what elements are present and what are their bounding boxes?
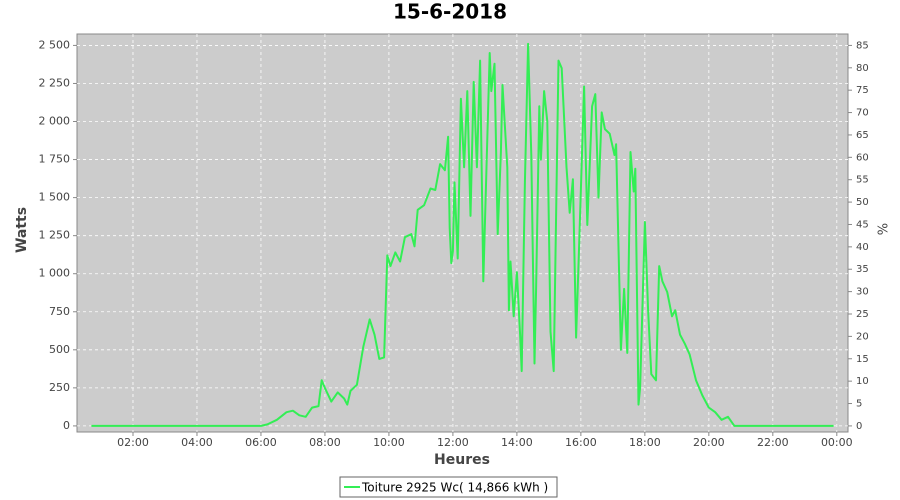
y2-tick-label: 35: [856, 264, 869, 275]
y2-tick-label: 20: [856, 331, 869, 342]
y-tick-label: 1 250: [39, 229, 71, 242]
y-tick-label: 2 250: [39, 76, 71, 89]
plot-area: [76, 33, 849, 433]
y-tick-label: 2 000: [39, 115, 71, 128]
y-tick-label: 1 000: [39, 267, 71, 280]
x-tick-label: 22:00: [757, 436, 789, 449]
x-tick-label: 02:00: [117, 436, 149, 449]
y-tick-label: 1 500: [39, 191, 71, 204]
x-tick-label: 18:00: [629, 436, 661, 449]
y2-tick-label: 55: [856, 175, 869, 186]
y2-tick-label: 25: [856, 309, 869, 320]
y2-tick-label: 40: [856, 242, 869, 253]
y2-tick-label: 45: [856, 219, 869, 230]
y2-tick-label: 0: [856, 421, 862, 432]
x-tick-label: 20:00: [693, 436, 725, 449]
x-tick-label: 00:00: [821, 436, 853, 449]
legend: [339, 476, 558, 498]
y-tick-label: 750: [49, 305, 70, 318]
y2-tick-label: 75: [856, 85, 869, 96]
x-tick-label: 10:00: [373, 436, 405, 449]
x-tick-label: 12:00: [437, 436, 469, 449]
y2-tick-label: 30: [856, 287, 869, 298]
y-tick-label: 500: [49, 343, 70, 356]
y2-tick-label: 70: [856, 108, 869, 119]
y2-tick-label: 5: [856, 399, 862, 410]
y2-tick-label: 80: [856, 63, 869, 74]
y-axis-title: Watts: [14, 207, 30, 253]
y-tick-label: 250: [49, 381, 70, 394]
x-tick-label: 06:00: [245, 436, 277, 449]
y-tick-label: 2 500: [39, 38, 71, 51]
x-tick-label: 04:00: [181, 436, 213, 449]
data-line: [91, 42, 834, 427]
y2-axis-title: %: [877, 223, 892, 235]
x-tick-label: 16:00: [565, 436, 597, 449]
y-tick-label: 0: [63, 419, 70, 432]
chart-title: 15-6-2018: [393, 0, 507, 24]
y-tick-label: 1 750: [39, 153, 71, 166]
legend-label: Toiture 2925 Wc( 14,866 kWh ): [361, 481, 548, 495]
y2-tick-label: 15: [856, 354, 869, 365]
x-axis-title: Heures: [434, 452, 490, 468]
y2-tick-label: 60: [856, 152, 869, 163]
y2-tick-label: 85: [856, 40, 869, 51]
y2-tick-label: 50: [856, 197, 869, 208]
x-tick-label: 14:00: [501, 436, 533, 449]
y2-tick-label: 10: [856, 376, 869, 387]
y2-tick-label: 65: [856, 130, 869, 141]
x-tick-label: 08:00: [309, 436, 341, 449]
